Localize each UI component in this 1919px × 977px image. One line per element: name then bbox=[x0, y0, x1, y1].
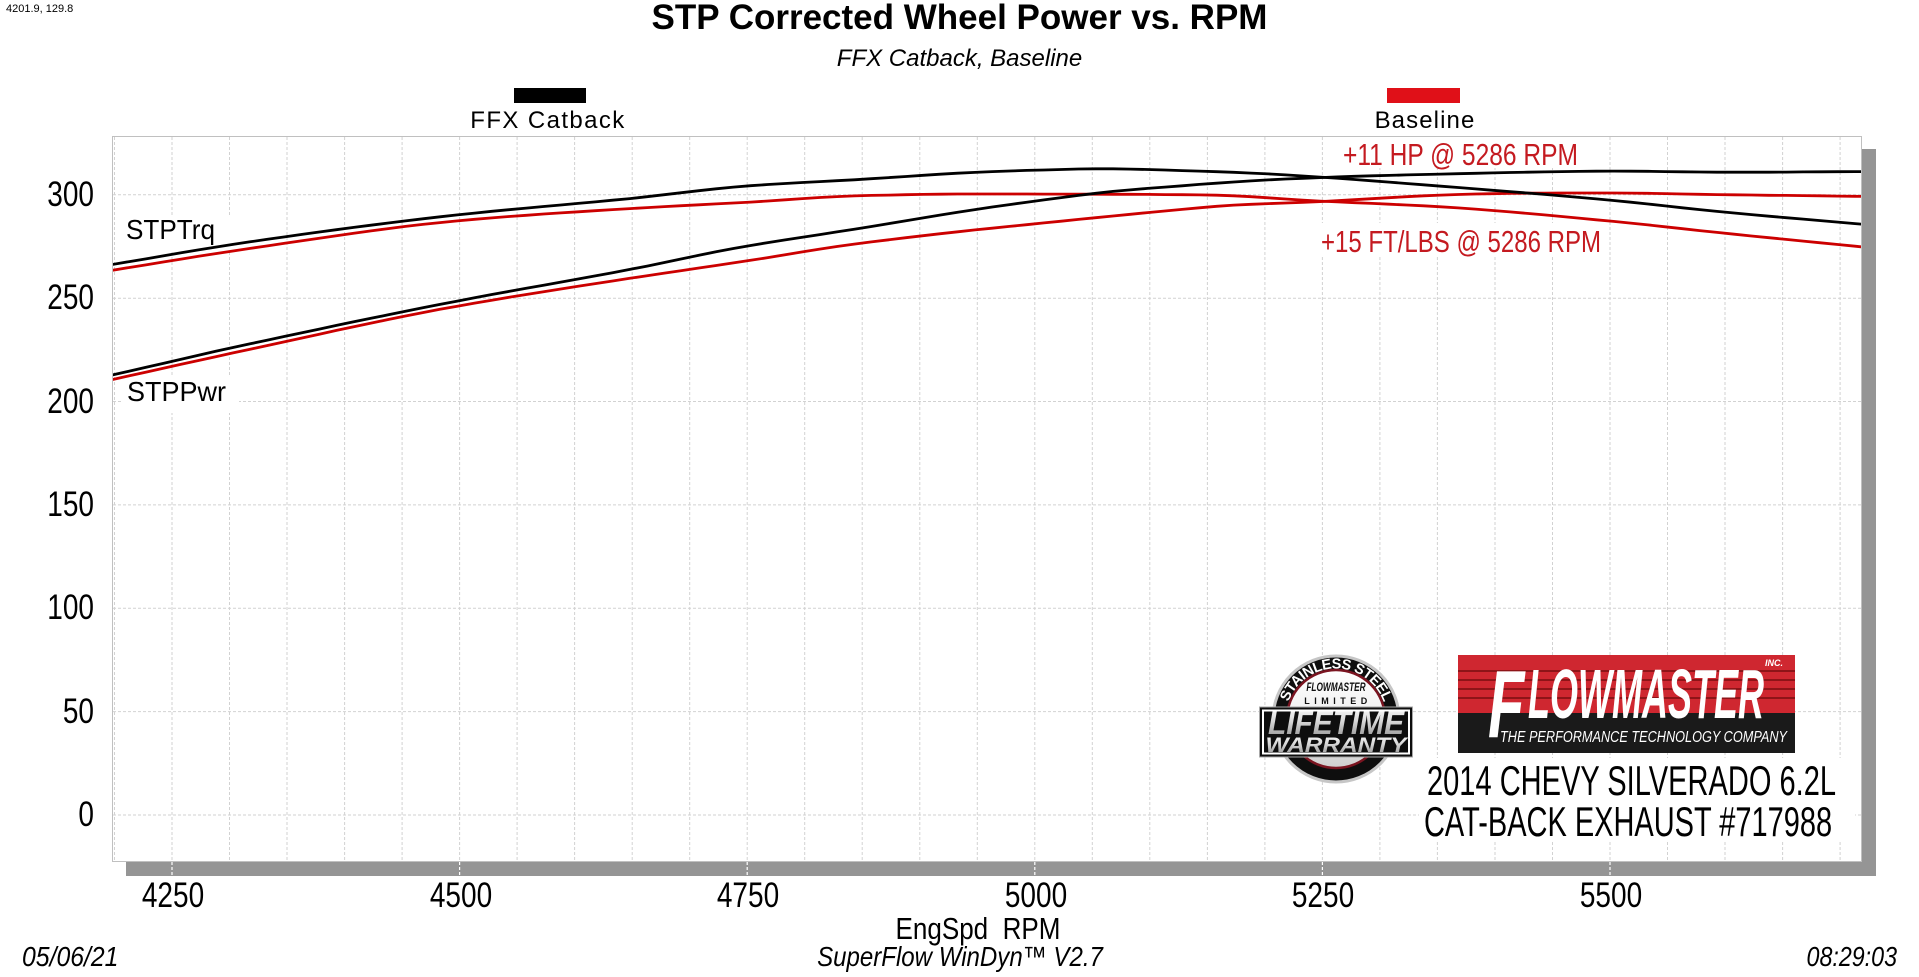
svg-text:INC.: INC. bbox=[1765, 658, 1783, 668]
svg-text:FLOWMASTER: FLOWMASTER bbox=[1306, 682, 1366, 695]
svg-text:LIFETIME: LIFETIME bbox=[1268, 705, 1406, 741]
svg-text:WARRANTY: WARRANTY bbox=[1266, 733, 1409, 757]
svg-text:F: F bbox=[1488, 655, 1526, 753]
svg-text:LIMITED: LIMITED bbox=[1304, 696, 1372, 706]
svg-text:LOWMASTER: LOWMASTER bbox=[1528, 655, 1764, 733]
svg-text:THE PERFORMANCE TECHNOLOGY COM: THE PERFORMANCE TECHNOLOGY COMPANY bbox=[1500, 729, 1788, 746]
